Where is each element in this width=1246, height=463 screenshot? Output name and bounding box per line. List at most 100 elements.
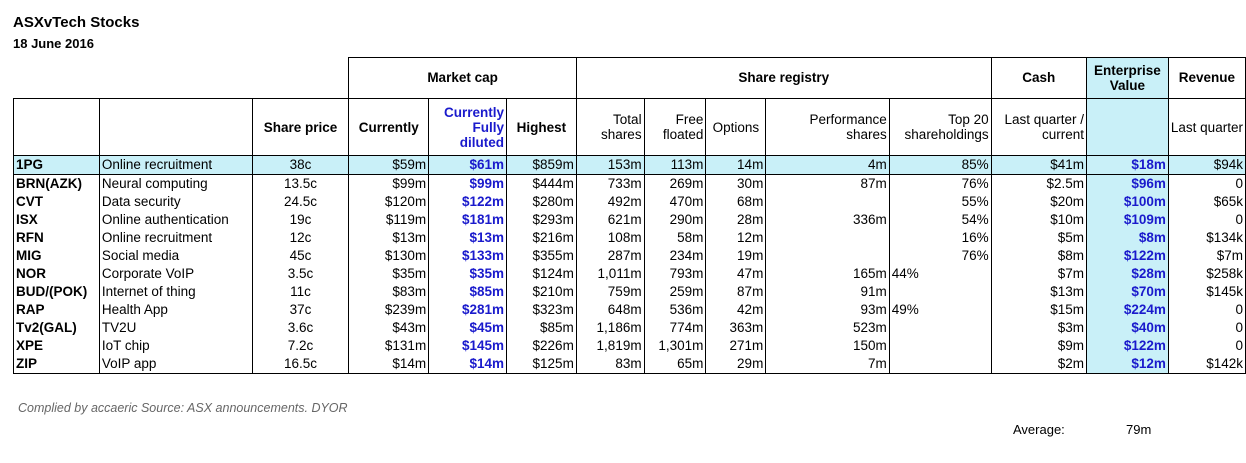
cell-free-floated: 536m <box>643 301 707 319</box>
cell-cash: $7m <box>990 265 1088 283</box>
cell-free-floated: 113m <box>643 155 707 175</box>
cell-cash: $20m <box>990 193 1088 211</box>
table-row: 1PG Online recruitment 38c $59m $61m $859m 153… <box>13 155 1246 175</box>
cell-enterprise-value: $12m <box>1086 355 1169 374</box>
cell-performance-shares: 91m <box>765 283 890 301</box>
cell-options: 19m <box>705 247 767 265</box>
cell-revenue: 0 <box>1167 319 1246 337</box>
cell-revenue: $94k <box>1167 155 1246 175</box>
cell-currently: $99m <box>348 174 430 193</box>
cell-options: 12m <box>705 229 767 247</box>
cell-options: 47m <box>705 265 767 283</box>
page-title: ASXvTech Stocks <box>13 14 140 31</box>
cell-enterprise-value: $224m <box>1086 301 1169 319</box>
cell-free-floated: 65m <box>643 355 707 374</box>
table-row: RAP Health App 37c $239m $281m $323m 648m 536m 4… <box>13 301 1246 319</box>
cell-total-shares: 759m <box>575 283 645 301</box>
cell-currently: $239m <box>348 301 430 319</box>
table-row: BRN(AZK) Neural computing 13.5c $99m $99m $44… <box>13 174 1246 193</box>
group-enterprise-value: Enterprise Value <box>1086 57 1169 99</box>
stocks-table: Market cap Share registry Cash Enterpris… <box>13 57 1246 374</box>
cell-top20 <box>888 319 992 337</box>
cell-code: RAP <box>13 301 100 319</box>
cell-highest: $355m <box>506 247 577 265</box>
cell-fully-diluted: $13m <box>428 229 508 247</box>
cell-performance-shares <box>765 247 890 265</box>
cell-cash: $2m <box>990 355 1088 374</box>
cell-options: 87m <box>705 283 767 301</box>
cell-revenue: $258k <box>1167 265 1246 283</box>
cell-revenue: $134k <box>1167 229 1246 247</box>
cell-top20 <box>888 283 992 301</box>
header-last-quarter-current: Last quarter / current <box>990 98 1088 156</box>
cell-performance-shares <box>765 193 890 211</box>
cell-free-floated: 58m <box>643 229 707 247</box>
cell-highest: $124m <box>506 265 577 283</box>
stocks-table-body: 1PG Online recruitment 38c $59m $61m $859m 153… <box>13 155 1246 374</box>
table-row: BUD/(POK) Internet of thing 11c $83m $85m $21… <box>13 283 1246 301</box>
cell-revenue: 0 <box>1167 337 1246 355</box>
cell-share-price: 7.2c <box>251 337 350 355</box>
cell-share-price: 3.6c <box>251 319 350 337</box>
header-top20: Top 20 shareholdings <box>888 98 992 156</box>
header-currently: Currently <box>348 98 430 156</box>
cell-cash: $9m <box>990 337 1088 355</box>
cell-share-price: 3.5c <box>251 265 350 283</box>
cell-total-shares: 621m <box>575 211 645 229</box>
cell-free-floated: 259m <box>643 283 707 301</box>
cell-fully-diluted: $281m <box>428 301 508 319</box>
cell-options: 29m <box>705 355 767 374</box>
cell-currently: $35m <box>348 265 430 283</box>
cell-fully-diluted: $133m <box>428 247 508 265</box>
table-row: CVT Data security 24.5c $120m $122m $280m 492m… <box>13 193 1246 211</box>
header-options: Options <box>705 98 767 156</box>
cell-total-shares: 492m <box>575 193 645 211</box>
cell-currently: $119m <box>348 211 430 229</box>
cell-code: BUD/(POK) <box>13 283 100 301</box>
cell-highest: $226m <box>506 337 577 355</box>
cell-code: ISX <box>13 211 100 229</box>
cell-name: Neural computing <box>98 174 253 193</box>
cell-currently: $59m <box>348 155 430 175</box>
cell-fully-diluted: $85m <box>428 283 508 301</box>
cell-code: ZIP <box>13 355 100 374</box>
cell-enterprise-value: $70m <box>1086 283 1169 301</box>
cell-cash: $13m <box>990 283 1088 301</box>
cell-options: 28m <box>705 211 767 229</box>
cell-cash: $15m <box>990 301 1088 319</box>
cell-highest: $293m <box>506 211 577 229</box>
cell-performance-shares: 87m <box>765 174 890 193</box>
cell-top20: 16% <box>888 229 992 247</box>
cell-top20: 49% <box>888 301 992 319</box>
page-date: 18 June 2016 <box>13 36 94 51</box>
corner-blank-2 <box>99 58 252 99</box>
cell-free-floated: 793m <box>643 265 707 283</box>
cell-revenue: 0 <box>1167 301 1246 319</box>
cell-share-price: 24.5c <box>251 193 350 211</box>
corner-blank-3 <box>252 58 349 99</box>
cell-enterprise-value: $8m <box>1086 229 1169 247</box>
cell-highest: $859m <box>506 155 577 175</box>
cell-share-price: 37c <box>251 301 350 319</box>
cell-fully-diluted: $145m <box>428 337 508 355</box>
cell-name: Online authentication <box>98 211 253 229</box>
cell-performance-shares: 165m <box>765 265 890 283</box>
cell-name: IoT chip <box>98 337 253 355</box>
group-share-registry: Share registry <box>575 57 992 99</box>
header-free-floated: Free floated <box>643 98 707 156</box>
cell-code: RFN <box>13 229 100 247</box>
cell-name: Online recruitment <box>98 155 253 175</box>
cell-revenue: $65k <box>1167 193 1246 211</box>
header-performance-shares: Performance shares <box>765 98 890 156</box>
cell-name: Internet of thing <box>98 283 253 301</box>
cell-free-floated: 1,301m <box>643 337 707 355</box>
cell-name: Data security <box>98 193 253 211</box>
cell-fully-diluted: $45m <box>428 319 508 337</box>
cell-top20: 55% <box>888 193 992 211</box>
cell-free-floated: 774m <box>643 319 707 337</box>
cell-name: Social media <box>98 247 253 265</box>
cell-free-floated: 269m <box>643 174 707 193</box>
cell-name: Online recruitment <box>98 229 253 247</box>
corner-blank <box>14 58 100 99</box>
cell-currently: $130m <box>348 247 430 265</box>
